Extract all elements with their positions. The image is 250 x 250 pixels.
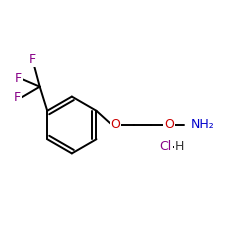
Text: F: F [14,91,21,104]
Text: H: H [175,140,184,153]
Text: O: O [164,118,174,132]
Text: F: F [29,53,36,66]
Text: O: O [111,118,120,132]
Text: NH₂: NH₂ [190,118,214,132]
Text: Cl: Cl [160,140,172,153]
Text: F: F [15,72,22,85]
